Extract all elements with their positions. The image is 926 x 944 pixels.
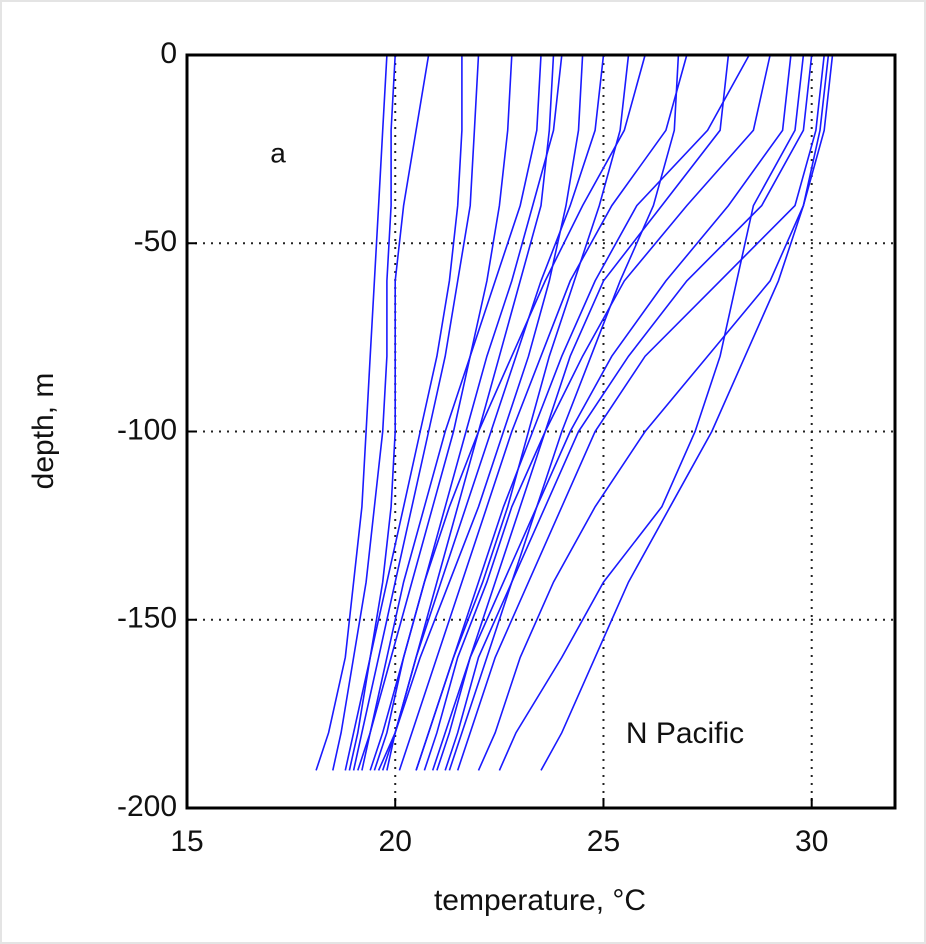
profile-line <box>386 54 605 771</box>
y-tick-label: -150 <box>117 602 177 635</box>
y-tick-label: -50 <box>134 225 177 258</box>
x-tick-label: 15 <box>170 825 203 858</box>
annotation: N Pacific <box>626 717 744 750</box>
profile-line <box>436 54 730 771</box>
y-tick-label: 0 <box>160 37 177 70</box>
ticks: 15 20 25 30 -200 -150 -100 -50 0 <box>117 37 828 858</box>
x-axis-label: temperature, °C <box>434 884 646 917</box>
profile-line <box>415 54 630 771</box>
x-tick-label: 30 <box>795 825 828 858</box>
profile-line <box>361 54 542 771</box>
y-axis-label: depth, m <box>27 373 60 490</box>
y-tick-label: -200 <box>117 790 177 823</box>
profile-line <box>357 54 513 771</box>
profile-line <box>377 54 584 771</box>
profile-line <box>332 54 396 771</box>
x-tick-label: 25 <box>587 825 620 858</box>
x-tick-label: 20 <box>379 825 412 858</box>
profile-line <box>448 54 680 771</box>
profile-line <box>315 54 388 771</box>
profile-line <box>431 54 792 771</box>
profile-line <box>348 54 430 771</box>
y-tick-label: -100 <box>117 413 177 446</box>
profiles <box>315 54 834 771</box>
profile-line <box>477 54 834 771</box>
profile-line <box>540 54 830 771</box>
panel-label: a <box>270 137 286 168</box>
profile-line <box>344 55 463 771</box>
profile-line <box>373 54 563 771</box>
profile-line <box>456 54 825 771</box>
profile-line <box>352 54 480 771</box>
profile-line <box>498 54 805 771</box>
profile-line <box>369 54 646 771</box>
profile-line <box>444 54 813 771</box>
profile-line <box>398 54 688 771</box>
